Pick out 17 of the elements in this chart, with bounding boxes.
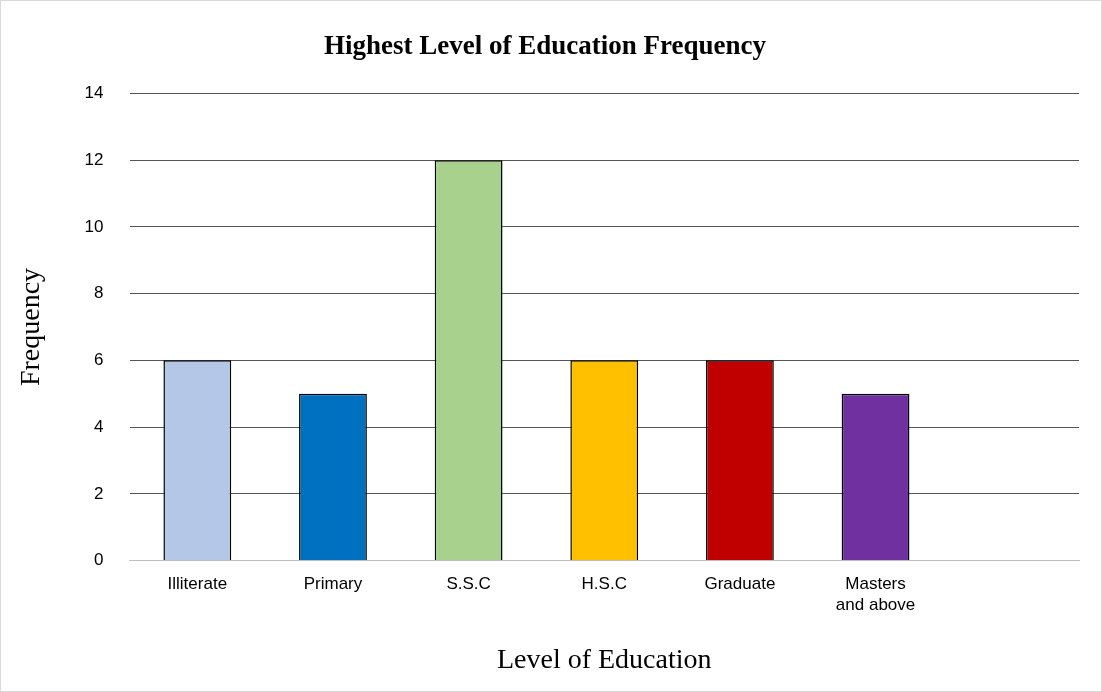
y-tick-label: 6 <box>94 350 104 370</box>
y-tick-label: 10 <box>84 216 104 236</box>
y-tick-label: 0 <box>94 550 104 570</box>
x-tick-label: H.S.C <box>581 574 627 594</box>
x-tick-label: S.S.C <box>446 574 491 594</box>
x-tick-label: Primary <box>303 574 363 594</box>
x-axis-title: Level of Education <box>496 642 712 674</box>
y-tick-label: 4 <box>94 416 104 436</box>
x-tick-label: Graduate <box>704 574 776 594</box>
y-axis-title: Frequency <box>14 267 46 387</box>
x-tick-label: Illiterate <box>167 574 228 594</box>
x-tick-label: Masters and above <box>835 574 916 614</box>
y-tick-label: 8 <box>94 283 104 303</box>
y-tick-label: 2 <box>94 483 104 503</box>
chart-title: Highest Level of Education Frequency <box>324 30 767 61</box>
y-tick-label: 12 <box>84 149 104 169</box>
y-tick-label: 14 <box>84 83 104 103</box>
